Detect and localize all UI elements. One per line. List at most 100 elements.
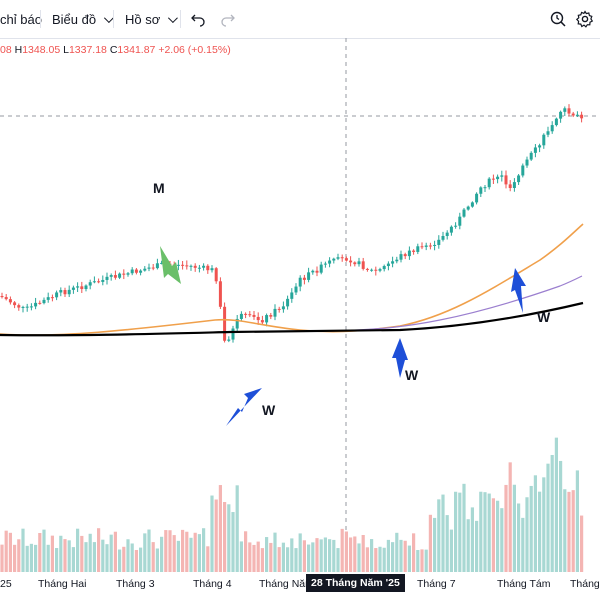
volume-bar — [391, 542, 395, 572]
candle-body — [395, 259, 399, 262]
volume-bar — [332, 539, 336, 572]
candle-body — [50, 297, 54, 299]
candle-body — [479, 187, 483, 194]
volume-bar — [521, 517, 525, 572]
candle-body — [365, 268, 369, 270]
candle-body — [428, 245, 432, 247]
candle-body — [176, 264, 180, 266]
candle-body — [248, 314, 252, 316]
volume-bar — [34, 544, 38, 572]
price-chart[interactable] — [0, 38, 600, 572]
candle-body — [202, 265, 206, 268]
candle-body — [580, 114, 584, 119]
volume-bar — [214, 499, 218, 572]
candle-body — [160, 262, 164, 264]
candle-body — [336, 257, 340, 259]
blue-arrow-w1 — [226, 388, 262, 426]
volume-bar — [281, 542, 285, 572]
candle-body — [445, 232, 449, 237]
volume-bar — [197, 534, 201, 572]
candle-body — [500, 175, 504, 177]
volume-bar — [370, 539, 374, 572]
undo-button[interactable] — [190, 6, 208, 32]
candle-body — [113, 275, 117, 278]
volume-bar — [353, 536, 357, 572]
volume-bar — [244, 531, 248, 572]
volume-bar — [231, 512, 235, 572]
candle-body — [286, 298, 290, 307]
volume-bar — [559, 460, 563, 572]
indicators-button[interactable]: chỉ báo — [0, 6, 42, 32]
volume-bar — [4, 530, 8, 572]
volume-bar — [416, 549, 420, 572]
candle-body — [122, 273, 126, 275]
volume-bar — [290, 538, 294, 572]
candle-body — [542, 134, 546, 146]
candle-body — [546, 131, 550, 135]
volume-bar — [210, 495, 214, 572]
candle-body — [458, 216, 462, 226]
candle-body — [525, 159, 529, 166]
layouts-button[interactable]: Biểu đồ — [52, 6, 114, 32]
candle-body — [147, 267, 151, 269]
blue-arrow-w2 — [392, 338, 408, 378]
candle-body — [17, 305, 21, 308]
volume-bar — [525, 497, 529, 572]
candle-body — [424, 245, 428, 247]
volume-bar — [160, 536, 164, 572]
moving-average-mid — [329, 275, 583, 332]
candle-body — [0, 296, 4, 298]
label-w-second: W — [405, 367, 419, 383]
open-value: 08 — [0, 44, 12, 56]
volume-bar — [122, 546, 126, 572]
candle-body — [475, 193, 479, 203]
candle-body — [504, 175, 508, 185]
candle-body — [491, 178, 495, 180]
redo-icon — [221, 14, 235, 27]
volume-bar — [365, 547, 369, 572]
candle-body — [155, 263, 159, 269]
volume-bar — [349, 537, 353, 572]
volume-bar — [382, 547, 386, 572]
profile-button[interactable]: Hồ sơ — [125, 6, 179, 32]
volume-bar — [130, 543, 134, 572]
green-arrow-m — [160, 246, 181, 284]
volume-bar — [38, 532, 42, 572]
candle-body — [223, 306, 227, 341]
volume-bar — [470, 507, 474, 572]
volume-bar — [113, 531, 117, 572]
volume-bar — [458, 492, 462, 572]
volume-bar — [176, 540, 180, 572]
candle-body — [407, 250, 411, 257]
toolbar-divider — [180, 10, 181, 28]
volume-bar — [550, 454, 554, 572]
candle-body — [118, 273, 122, 278]
volume-bar — [143, 533, 147, 572]
volume-bar — [407, 545, 411, 572]
volume-bar — [504, 484, 508, 572]
candle-body — [441, 236, 445, 240]
volume-bar — [344, 531, 348, 572]
redo-button[interactable] — [220, 6, 238, 32]
volume-bar — [508, 462, 512, 572]
volume-bar — [218, 485, 222, 572]
settings-button[interactable] — [576, 6, 596, 32]
volume-bar — [437, 499, 441, 572]
volume-bar — [185, 531, 189, 572]
candle-body — [533, 147, 537, 153]
candle-body — [185, 265, 189, 267]
candlesticks — [0, 104, 584, 343]
volume-bar — [571, 490, 575, 572]
volume-bar — [496, 500, 500, 572]
volume-bar — [374, 548, 378, 572]
volume-bar — [428, 514, 432, 572]
volume-bar — [206, 546, 210, 572]
candle-body — [244, 313, 248, 315]
candle-body — [512, 182, 516, 188]
toolbar-divider — [113, 10, 114, 28]
candle-body — [349, 260, 353, 263]
crosshair-date-label: 28 Tháng Năm '25 — [306, 574, 405, 592]
quick-search-button[interactable] — [549, 6, 569, 32]
candle-body — [42, 299, 46, 304]
volume-bar — [88, 533, 92, 572]
